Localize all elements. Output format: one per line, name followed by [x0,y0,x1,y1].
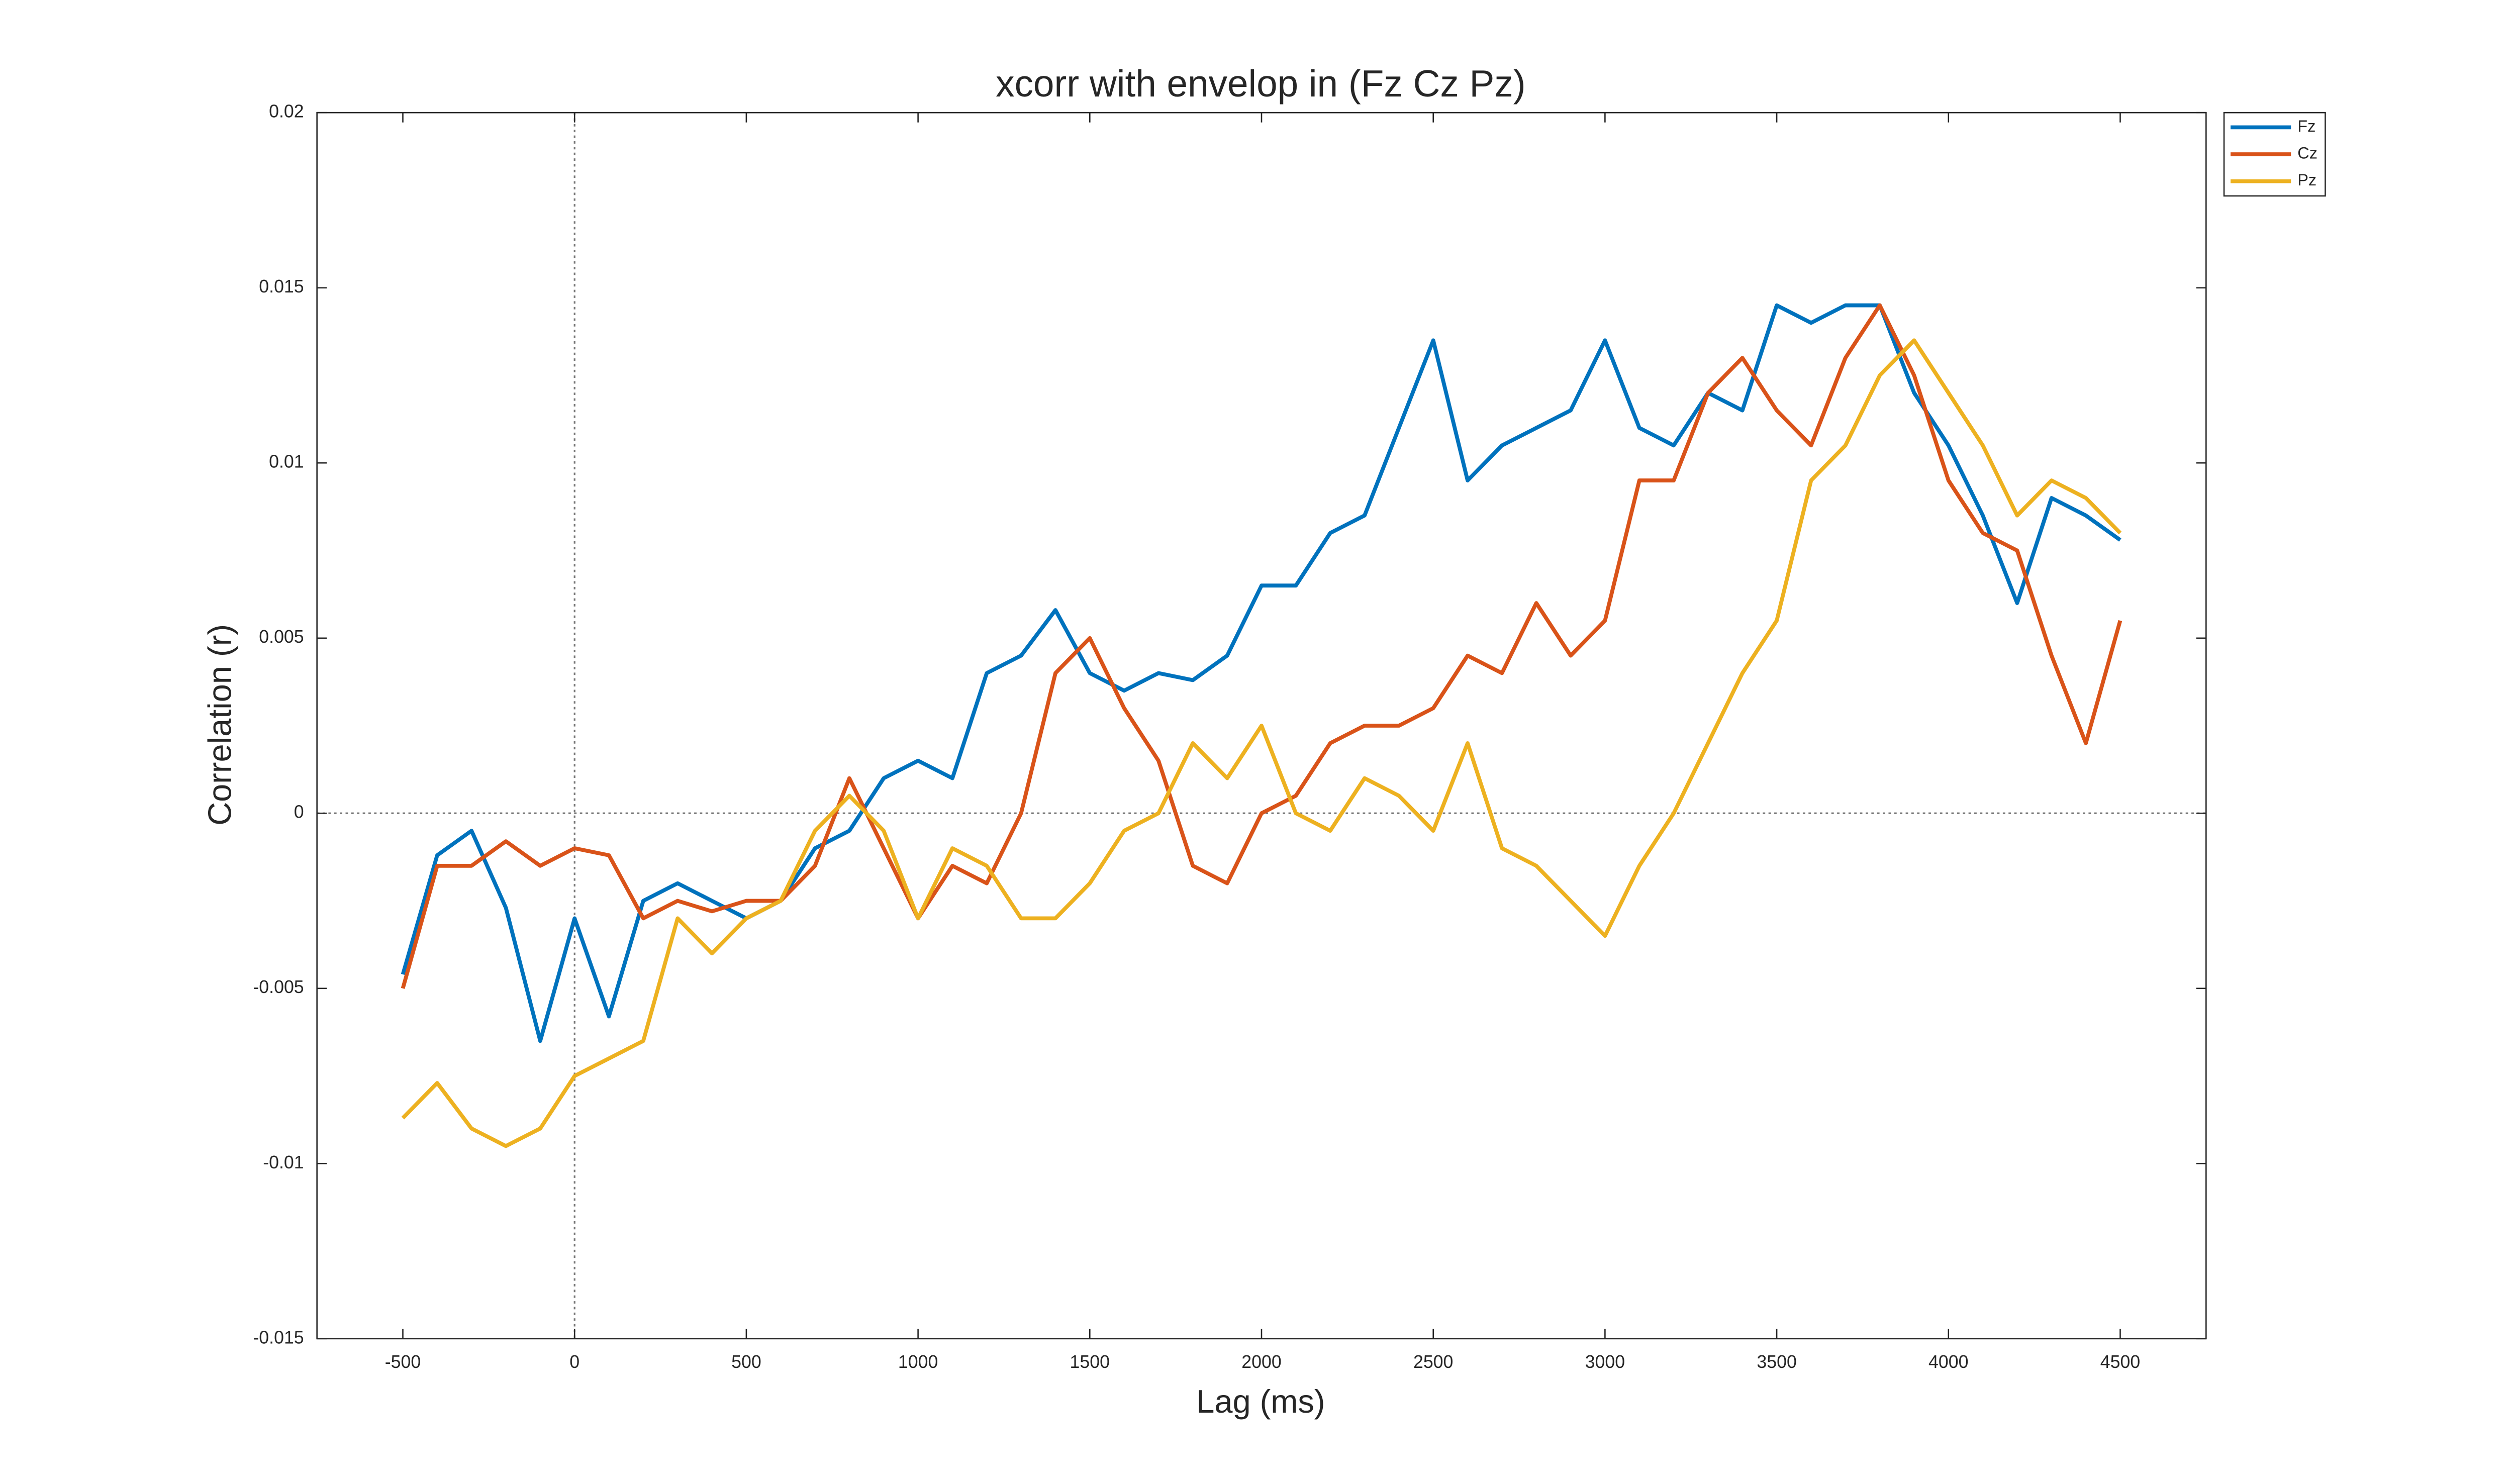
x-tick-label: 2500 [1413,1352,1453,1372]
x-tick-label: 2000 [1241,1352,1281,1372]
x-tick-label: 3000 [1585,1352,1625,1372]
y-tick-label: -0.01 [263,1152,304,1172]
y-tick-label: 0.005 [259,627,304,647]
x-tick-label: 1000 [898,1352,938,1372]
x-tick-label: 0 [569,1352,579,1372]
y-tick-label: 0.015 [259,276,304,296]
y-tick-label: -0.005 [253,977,304,997]
y-axis-label: Correlation (r) [201,624,238,826]
x-tick-label: 4500 [2100,1352,2140,1372]
x-tick-label: 1500 [1070,1352,1110,1372]
y-tick-label: 0.01 [269,452,304,472]
x-tick-label: 500 [731,1352,761,1372]
x-tick-label: -500 [385,1352,421,1372]
data-line [401,303,2122,989]
legend-label: Cz [2297,144,2317,162]
legend-label: Fz [2297,117,2315,135]
data-line [401,338,2122,1148]
y-tick-label: -0.015 [253,1327,304,1347]
y-tick-label: 0 [294,802,304,822]
x-tick-label: 3500 [1757,1352,1796,1372]
y-tick-label: 0.02 [269,102,304,122]
x-tick-label: 4000 [1928,1352,1968,1372]
legend-label: Pz [2297,171,2316,189]
chart-title: xcorr with envelop in (Fz Cz Pz) [996,62,1525,105]
data-line [401,303,2121,1043]
axes-box [316,112,2207,1340]
x-axis-label: Lag (ms) [1196,1383,1325,1420]
